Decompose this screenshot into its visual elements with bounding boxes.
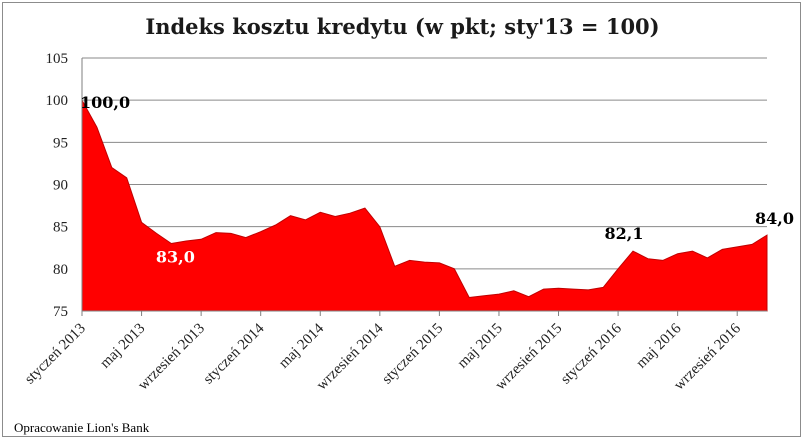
x-tick-label: maj 2013 [97,321,148,372]
data-label: 82,1 [604,224,643,243]
chart-title: Indeks kosztu kredytu (w pkt; sty'13 = 1… [145,14,660,39]
y-tick-label: 85 [53,220,68,236]
data-label: 100,0 [80,93,130,112]
y-tick-label: 80 [53,262,68,278]
x-tick-label: styczeń 2014 [201,320,268,387]
x-tick-label: maj 2015 [455,321,506,372]
y-tick-label: 90 [53,178,68,194]
x-tick-label: styczeń 2015 [379,321,446,388]
x-tick-label: maj 2014 [276,320,327,371]
x-tick-label: styczeń 2016 [558,320,625,387]
y-tick-label: 105 [46,51,69,67]
y-tick-label: 75 [53,304,68,320]
y-tick-label: 95 [53,135,68,151]
y-tick-label: 100 [46,93,69,109]
data-label: 84,0 [755,209,794,228]
x-tick-label: maj 2016 [633,320,684,371]
data-label: 83,0 [156,248,195,267]
area-series [81,99,768,312]
x-tick-label: styczeń 2013 [22,321,89,388]
source-note: Opracowanie Lion's Bank [14,420,150,435]
